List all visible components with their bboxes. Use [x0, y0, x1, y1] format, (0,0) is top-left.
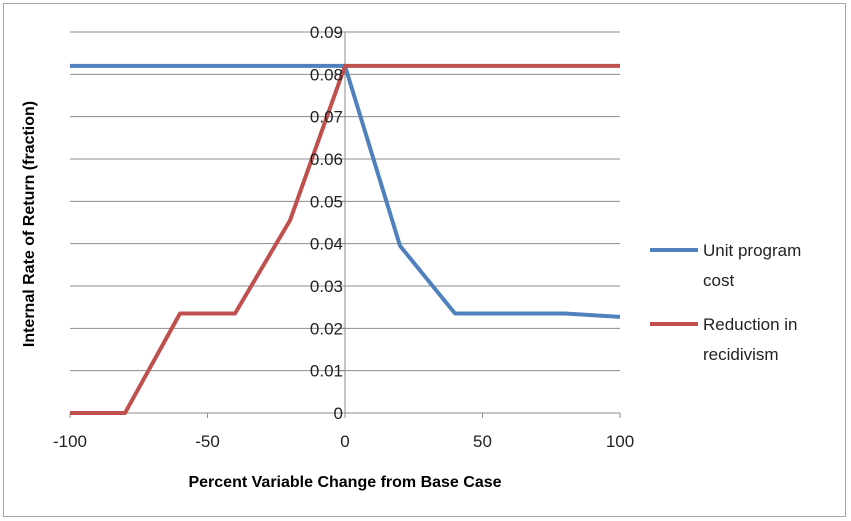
- y-tick-labels: 0 0.01 0.02 0.03 0.04 0.05 0.06 0.07 0.08 0.09: [310, 23, 343, 423]
- legend: Unit program cost Reduction in recidivism: [650, 241, 801, 364]
- chart-frame: [3, 3, 846, 517]
- x-axis-title: Percent Variable Change from Base Case: [188, 474, 501, 491]
- y-tick-label: 0.08: [310, 65, 343, 84]
- legend-label: Unit program: [703, 241, 801, 260]
- series-line-reduction-in-recidivism: [70, 63, 620, 415]
- y-tick-label: 0.07: [310, 108, 343, 127]
- legend-label: Reduction in: [703, 315, 798, 334]
- x-tick-labels: -100 -50 0 50 100: [53, 432, 634, 451]
- y-tick-label: 0.01: [310, 362, 343, 381]
- x-tick-label: -50: [195, 432, 220, 451]
- x-tick-label: 100: [606, 432, 634, 451]
- y-tick-label: 0.09: [310, 23, 343, 42]
- x-tick-label: -100: [53, 432, 87, 451]
- y-axis-title: Internal Rate of Return (fraction): [21, 101, 38, 347]
- legend-label: cost: [703, 271, 734, 290]
- y-tick-label: 0.02: [310, 319, 343, 338]
- series-lines: [70, 63, 621, 415]
- axes: [69, 32, 621, 418]
- x-tick-label: 0: [340, 432, 349, 451]
- y-tick-label: 0: [334, 404, 343, 423]
- y-tick-label: 0.04: [310, 235, 343, 254]
- y-tick-label: 0.03: [310, 277, 343, 296]
- y-tick-label: 0.06: [310, 150, 343, 169]
- y-tick-label: 0.05: [310, 192, 343, 211]
- x-tick-label: 50: [473, 432, 492, 451]
- legend-label: recidivism: [703, 345, 779, 364]
